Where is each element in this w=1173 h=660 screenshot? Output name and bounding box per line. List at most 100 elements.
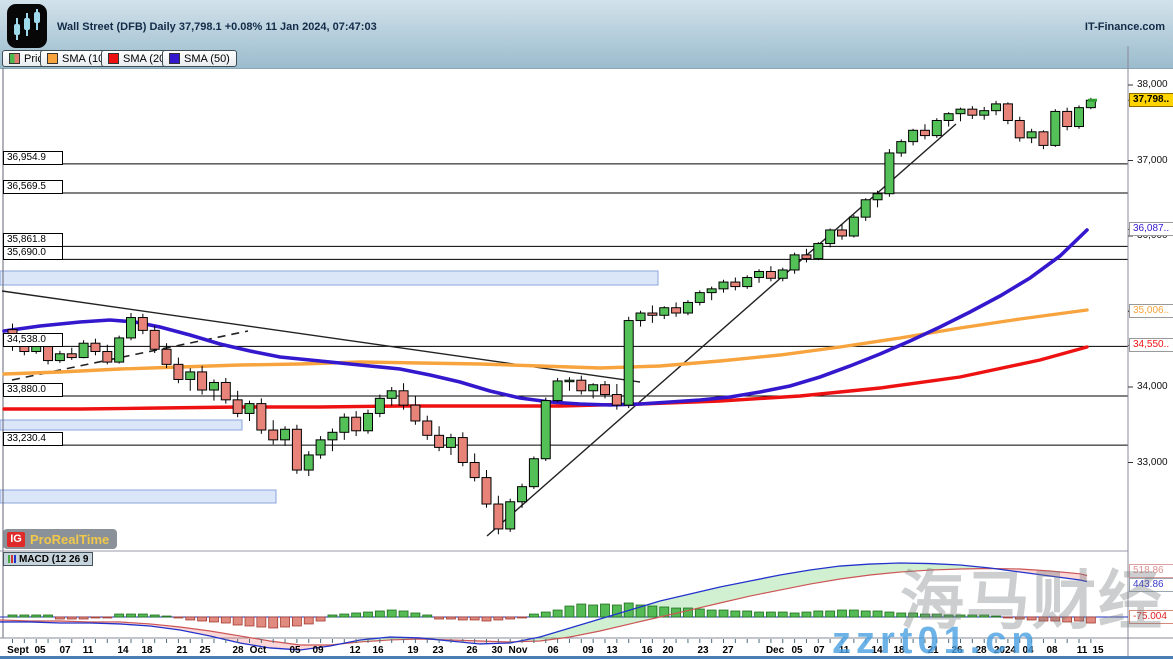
candle-down xyxy=(291,428,302,471)
macd-bar-positive xyxy=(410,612,421,618)
macd-bar-positive xyxy=(564,605,575,618)
candle-up xyxy=(742,277,753,288)
data-provider-label: IT-Finance.com xyxy=(1084,21,1165,33)
macd-bar-negative xyxy=(505,616,516,620)
candle-up xyxy=(1050,110,1061,146)
macd-bar-positive xyxy=(789,612,800,618)
x-axis-label: 20 xyxy=(662,645,674,656)
x-axis-label: 16 xyxy=(641,645,653,656)
candle-up xyxy=(363,412,373,432)
x-axis-label: 30 xyxy=(491,645,503,656)
candle-down xyxy=(220,381,231,401)
candle-down xyxy=(422,420,433,436)
right-axis-tick-label: 38,000 xyxy=(1137,79,1168,90)
title-bar: Wall Street (DFB) Daily 37,798.1 +0.08% … xyxy=(0,0,1173,69)
candle-down xyxy=(576,379,587,392)
candle-down xyxy=(173,363,184,380)
candle-up xyxy=(789,254,800,271)
app-logo-icon xyxy=(7,4,47,48)
candle-down xyxy=(232,399,243,414)
last-price-marker xyxy=(1088,98,1097,102)
x-axis-label: 05 xyxy=(791,645,803,656)
macd-bar-positive xyxy=(742,610,753,618)
macd-bar-positive xyxy=(31,614,42,618)
macd-bar-negative xyxy=(469,616,480,621)
macd-bar-positive xyxy=(126,613,136,618)
candle-down xyxy=(647,312,658,316)
candle-up xyxy=(327,431,338,441)
candle-down xyxy=(410,404,421,422)
x-axis-label: 07 xyxy=(813,645,825,656)
macd-bar-positive xyxy=(529,613,539,618)
x-axis-label: 21 xyxy=(927,645,939,656)
candle-up xyxy=(78,342,89,359)
macd-bar-negative xyxy=(1050,616,1061,622)
macd-bar-negative xyxy=(291,616,302,627)
candle-up xyxy=(114,337,125,363)
candle-up xyxy=(813,243,824,260)
highlight-band xyxy=(0,489,277,504)
macd-bar-negative xyxy=(1062,616,1073,623)
candle-up xyxy=(896,141,907,154)
macd-fill xyxy=(600,610,630,631)
x-axis-label: 19 xyxy=(407,645,419,656)
prorealtime-badge[interactable]: IG ProRealTime xyxy=(3,529,117,549)
candle-up xyxy=(244,403,255,414)
tab-sma-50[interactable]: SMA (50) xyxy=(162,50,237,67)
candle-up xyxy=(374,397,385,414)
macd-bar-positive xyxy=(766,611,776,618)
macd-bar-positive xyxy=(908,612,918,618)
x-axis-label: 11 xyxy=(82,645,94,656)
candle-up xyxy=(943,113,954,121)
macd-indicator-chip[interactable]: MACD (12 26 9 xyxy=(3,552,94,566)
candle-up xyxy=(955,108,966,115)
tab-sma50-label: SMA (50) xyxy=(184,52,230,65)
macd-fill xyxy=(840,564,870,579)
candle-up xyxy=(659,307,670,316)
candle-down xyxy=(90,342,101,353)
macd-bar-positive xyxy=(363,611,373,618)
candle-down xyxy=(1014,119,1025,139)
left-price-label: 36,569.5 xyxy=(3,180,63,194)
sma50-swatch-icon xyxy=(169,53,180,64)
price-tag-sma50: 36,087.. xyxy=(1129,222,1173,237)
highlight-band xyxy=(0,270,659,286)
macd-bar-positive xyxy=(943,614,954,618)
macd-bar-negative xyxy=(268,616,279,629)
sma200-swatch-icon xyxy=(108,53,119,64)
candle-down xyxy=(43,344,54,362)
x-axis-label: 05 xyxy=(34,645,46,656)
macd-bar-negative xyxy=(481,616,492,622)
macd-bar-negative xyxy=(1026,616,1037,621)
x-axis-label: 27 xyxy=(722,645,734,656)
candle-up xyxy=(517,486,528,503)
candle-down xyxy=(268,429,279,441)
candle-down xyxy=(1062,110,1073,128)
candle-down xyxy=(493,503,504,530)
left-price-label: 35,690.0 xyxy=(3,246,63,261)
candle-down xyxy=(671,307,682,314)
macd-bar-positive xyxy=(694,608,705,618)
macd-bar-negative xyxy=(303,616,314,625)
macd-bar-positive xyxy=(43,614,53,618)
tab-sma100-label: SMA (100) xyxy=(62,52,114,65)
price-tag-sma200: 34,550.. xyxy=(1129,338,1173,353)
candle-up xyxy=(339,416,350,433)
macd-bar-positive xyxy=(351,612,362,618)
macd-bar-negative xyxy=(173,616,184,619)
tab-sma-100[interactable]: SMA (100) xyxy=(40,50,121,67)
candle-down xyxy=(765,270,776,279)
macd-bar-positive xyxy=(801,611,812,618)
left-price-label: 33,880.0 xyxy=(3,383,63,398)
candle-down xyxy=(434,434,445,448)
macd-fill xyxy=(210,631,240,643)
candle-up xyxy=(386,390,397,399)
tab-sma-200[interactable]: SMA (200) xyxy=(101,50,182,67)
macd-bar-negative xyxy=(102,616,113,619)
price-tag-sma100: 35,006.. xyxy=(1129,304,1173,319)
candle-down xyxy=(837,229,847,237)
x-axis-label: 05 xyxy=(289,645,301,656)
macd-bar-negative xyxy=(493,616,504,621)
x-axis-label: 14 xyxy=(871,645,883,656)
